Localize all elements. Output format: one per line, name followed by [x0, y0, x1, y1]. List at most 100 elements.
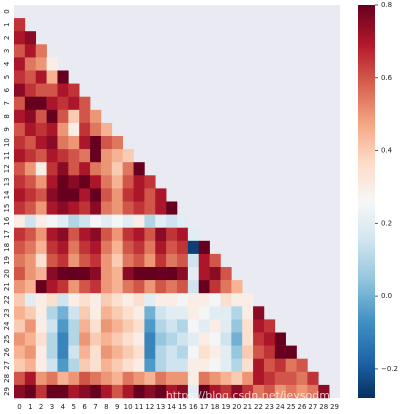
cell — [133, 253, 145, 268]
cell — [144, 319, 156, 333]
cell — [14, 136, 26, 150]
cell — [144, 306, 156, 320]
cell — [220, 358, 232, 373]
cell — [90, 319, 102, 333]
cell — [296, 371, 308, 386]
watermark: https://blog.csdn.net/jeysodm — [166, 389, 330, 402]
cell — [198, 253, 210, 268]
cell — [166, 293, 178, 307]
cell — [68, 83, 80, 97]
cell — [14, 201, 26, 215]
cell — [209, 293, 221, 307]
cell — [35, 384, 47, 399]
cell — [166, 319, 178, 333]
cell — [14, 253, 26, 268]
cell — [198, 240, 210, 255]
cell — [24, 188, 37, 202]
cell — [111, 214, 123, 228]
cell — [14, 306, 26, 320]
x-tick-label: 13 — [156, 403, 165, 411]
cell — [209, 253, 221, 268]
cell — [35, 345, 47, 359]
cell — [46, 306, 58, 320]
cell — [46, 358, 58, 373]
cell — [90, 280, 102, 294]
cell — [90, 122, 102, 137]
cell — [177, 240, 189, 255]
cell — [68, 319, 80, 333]
x-tick-label: 0 — [17, 403, 21, 411]
cell — [155, 267, 167, 281]
cell — [35, 319, 47, 333]
y-tick-label: 16 — [3, 216, 11, 225]
cell — [144, 358, 156, 373]
cell — [187, 293, 200, 307]
cell — [122, 384, 134, 399]
cell — [111, 293, 123, 307]
cell — [263, 345, 276, 359]
cell — [144, 253, 156, 268]
cell — [24, 57, 37, 71]
cell — [68, 214, 80, 228]
cell — [155, 306, 167, 320]
cell — [177, 267, 189, 281]
cell — [198, 332, 210, 346]
cell — [68, 384, 80, 399]
cell — [24, 136, 37, 150]
cell — [274, 384, 286, 399]
y-tick-label: 29 — [3, 387, 11, 396]
cell — [144, 345, 156, 359]
cell — [166, 345, 178, 359]
cell — [57, 96, 69, 111]
y-tick-label: 14 — [3, 190, 11, 199]
cell — [177, 293, 189, 307]
cell — [35, 214, 47, 228]
cell — [79, 96, 91, 111]
cell — [155, 358, 167, 373]
cell — [231, 384, 243, 399]
cell — [177, 384, 189, 399]
cell — [24, 83, 37, 97]
cell — [209, 267, 221, 281]
cell — [35, 332, 47, 346]
cell — [79, 293, 91, 307]
cell — [122, 345, 134, 359]
cell — [35, 227, 47, 242]
cell — [144, 214, 156, 228]
cell — [187, 345, 200, 359]
cell — [79, 162, 91, 176]
cell — [14, 371, 26, 386]
cell — [187, 358, 200, 373]
cell — [111, 358, 123, 373]
cell — [144, 280, 156, 294]
y-tick-label: 5 — [3, 75, 11, 79]
cell — [111, 227, 123, 242]
cell — [155, 253, 167, 268]
cell — [14, 384, 26, 399]
cell — [209, 280, 221, 294]
cell — [285, 345, 297, 359]
cell — [100, 162, 113, 176]
y-tick-label: 9 — [3, 127, 11, 131]
y-tick-label: 13 — [3, 177, 11, 186]
cell — [111, 319, 123, 333]
cell — [57, 227, 69, 242]
cell — [35, 201, 47, 215]
cell — [133, 201, 145, 215]
cell — [220, 293, 232, 307]
cell — [155, 214, 167, 228]
cell — [177, 371, 189, 386]
cell — [35, 293, 47, 307]
y-tick-label: 26 — [3, 347, 11, 356]
colorbar-tick-label: 0.4 — [381, 147, 393, 155]
cell — [242, 345, 254, 359]
cell — [111, 280, 123, 294]
y-tick-label: 6 — [3, 87, 11, 92]
cell — [133, 162, 145, 176]
cell — [209, 332, 221, 346]
cell — [111, 188, 123, 202]
cell — [68, 358, 80, 373]
cell — [46, 280, 58, 294]
colorbar-tick-label: 0.6 — [381, 74, 393, 82]
cell — [187, 267, 200, 281]
